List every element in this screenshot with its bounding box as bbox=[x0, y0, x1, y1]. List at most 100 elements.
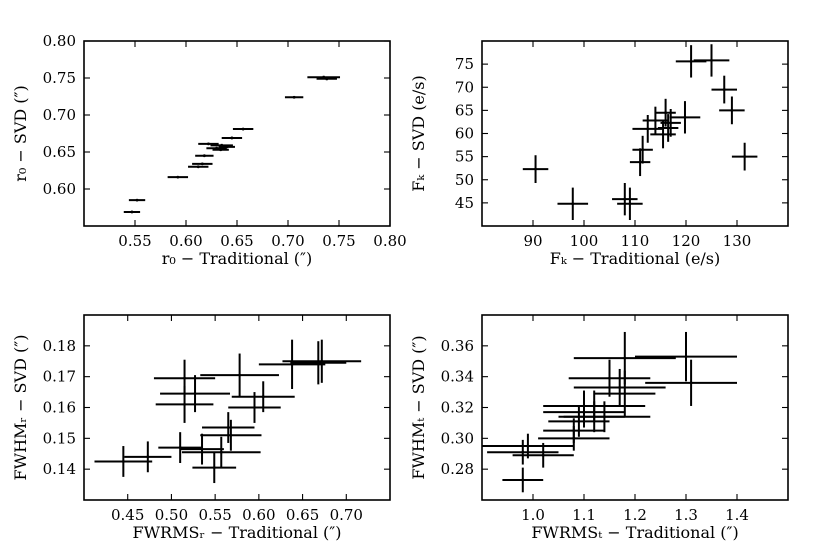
data-point bbox=[522, 155, 549, 183]
data-point bbox=[167, 175, 189, 179]
data-point bbox=[160, 375, 231, 413]
point-marker bbox=[526, 444, 530, 448]
point-marker bbox=[130, 210, 134, 214]
point-marker bbox=[183, 376, 186, 380]
point-marker bbox=[225, 145, 229, 149]
point-marker bbox=[603, 415, 606, 419]
data-point bbox=[657, 114, 679, 142]
y-tick-label: 70 bbox=[455, 78, 474, 96]
y-tick-label: 55 bbox=[455, 148, 474, 166]
data-point bbox=[502, 467, 544, 493]
point-marker bbox=[623, 356, 627, 360]
y-tick-label: 0.15 bbox=[43, 429, 76, 447]
x-tick-label: 0.70 bbox=[330, 506, 363, 524]
panel-fwhm-r: 0.45 0.50 0.55 0.60 0.65 0.70 0.14 0.15 0.16 0.17… bbox=[11, 314, 391, 542]
plot-frame bbox=[481, 314, 789, 501]
y-tick-label: 65 bbox=[455, 101, 474, 119]
data-point bbox=[188, 165, 209, 169]
data-point bbox=[617, 187, 643, 220]
point-marker bbox=[521, 450, 525, 454]
data-point bbox=[282, 339, 362, 383]
y-tick-label: 0.80 bbox=[43, 32, 76, 50]
x-tick-label: 0.75 bbox=[322, 232, 355, 250]
data-point bbox=[232, 127, 254, 131]
point-marker bbox=[572, 429, 576, 433]
data-point bbox=[192, 452, 237, 484]
data-point bbox=[669, 101, 701, 134]
data-point bbox=[612, 182, 638, 216]
point-marker bbox=[628, 202, 632, 206]
point-marker bbox=[743, 155, 747, 159]
data-point bbox=[221, 136, 243, 140]
point-marker bbox=[641, 148, 645, 152]
y-tick-label: 0.16 bbox=[43, 399, 76, 417]
point-marker bbox=[202, 154, 206, 158]
data-point bbox=[290, 341, 347, 385]
data-point bbox=[632, 135, 653, 164]
point-marker bbox=[534, 167, 537, 171]
data-point bbox=[731, 142, 758, 171]
y-tick-label: 45 bbox=[455, 194, 474, 212]
data-point bbox=[642, 106, 669, 135]
data-point bbox=[548, 405, 610, 437]
data-point bbox=[693, 44, 730, 77]
y-axis-label: r₀ − SVD (″) bbox=[11, 85, 30, 182]
y-tick-label: 0.70 bbox=[43, 106, 76, 124]
x-tick-label: 0.65 bbox=[220, 232, 253, 250]
y-tick-label: 0.14 bbox=[43, 460, 76, 478]
data-point bbox=[645, 359, 737, 406]
data-point bbox=[181, 436, 261, 468]
data-point bbox=[153, 359, 216, 397]
point-marker bbox=[683, 115, 687, 119]
y-tick-label: 0.60 bbox=[43, 180, 76, 198]
point-marker bbox=[669, 121, 673, 125]
point-marker bbox=[541, 453, 545, 457]
x-tick-label: 0.60 bbox=[169, 232, 202, 250]
plot-frame bbox=[83, 314, 391, 501]
point-marker bbox=[200, 447, 204, 451]
x-tick-label: 90 bbox=[523, 232, 542, 250]
y-tick-label: 0.32 bbox=[441, 399, 474, 417]
point-marker bbox=[571, 202, 575, 206]
point-marker bbox=[608, 376, 611, 380]
point-marker bbox=[230, 136, 234, 140]
y-tick-label: 0.65 bbox=[43, 143, 76, 161]
x-axis-label: Fₖ − Traditional (e/s) bbox=[550, 249, 721, 268]
y-axis-label: Fₖ − SVD (e/s) bbox=[409, 75, 428, 192]
y-tick-label: 0.28 bbox=[441, 460, 474, 478]
plot-frame bbox=[83, 40, 391, 227]
x-tick-label: 1.0 bbox=[521, 506, 545, 524]
point-marker bbox=[689, 381, 693, 385]
x-tick-label: 1.1 bbox=[572, 506, 596, 524]
data-point bbox=[200, 419, 262, 451]
point-marker bbox=[684, 355, 688, 359]
x-tick-label: 0.45 bbox=[111, 506, 144, 524]
point-marker bbox=[646, 127, 650, 131]
x-tick-label: 110 bbox=[621, 232, 650, 250]
point-marker bbox=[325, 77, 329, 81]
x-tick-label: 0.70 bbox=[271, 232, 304, 250]
data-point bbox=[218, 145, 235, 149]
data-point bbox=[573, 368, 666, 406]
panel-fwhm-t: 1.0 1.1 1.2 1.3 1.4 0.28 0.30 0.32 0.34 0.36 FWRM… bbox=[409, 314, 789, 542]
point-marker bbox=[146, 455, 150, 459]
point-marker bbox=[207, 142, 210, 146]
point-marker bbox=[592, 404, 596, 408]
x-axis-label: FWRMSᵣ − Traditional (″) bbox=[133, 523, 342, 542]
x-tick-label: 0.60 bbox=[242, 506, 275, 524]
point-marker bbox=[183, 403, 186, 406]
point-marker bbox=[654, 119, 657, 122]
x-axis-label: r₀ − Traditional (″) bbox=[162, 249, 313, 268]
y-tick-label: 0.36 bbox=[441, 337, 474, 355]
point-marker bbox=[219, 450, 223, 454]
data-point bbox=[557, 187, 589, 220]
y-axis-label: FWHMᵣ − SVD (″) bbox=[11, 335, 30, 481]
point-marker bbox=[582, 410, 586, 414]
point-marker bbox=[722, 88, 726, 91]
point-marker bbox=[193, 392, 197, 396]
y-tick-label: 0.17 bbox=[43, 368, 76, 386]
panel-r0: 0.55 0.60 0.65 0.70 0.75 0.80 0.60 0.65 0.70 0.75… bbox=[11, 32, 407, 268]
data-point bbox=[711, 75, 737, 104]
data-point bbox=[195, 154, 214, 158]
point-marker bbox=[196, 165, 200, 169]
